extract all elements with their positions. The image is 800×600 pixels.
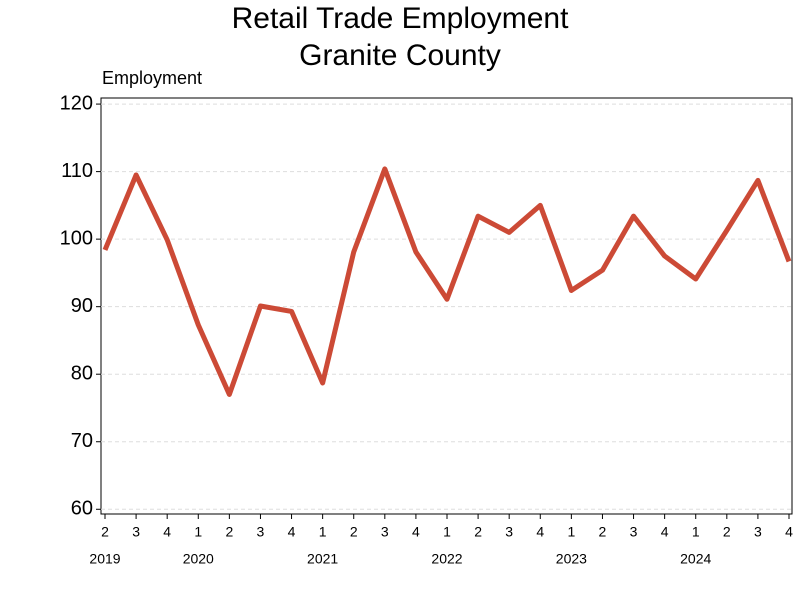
y-tick-label: 110: [61, 160, 93, 182]
x-tick-label: 4: [288, 524, 296, 540]
y-tick-label: 100: [60, 227, 93, 249]
x-tick-label: 4: [536, 524, 544, 540]
x-tick-label: 2: [599, 524, 607, 540]
x-tick-label: 4: [661, 524, 669, 540]
y-tick-label: 60: [71, 498, 93, 520]
x-tick-label: 1: [692, 524, 700, 540]
y-tick-label: 80: [71, 362, 93, 384]
x-tick-label: 2: [225, 524, 233, 540]
y-axis-label: Employment: [102, 68, 202, 88]
x-tick-label: 1: [567, 524, 575, 540]
x-tick-label: 1: [319, 524, 327, 540]
x-tick-label: 1: [194, 524, 202, 540]
y-tick-label: 120: [60, 92, 93, 114]
plot-frame: [100, 97, 793, 515]
x-tick-label: 1: [443, 524, 451, 540]
x-tick-label: 2: [474, 524, 482, 540]
x-tick-label: 3: [754, 524, 762, 540]
x-tick-label: 3: [132, 524, 140, 540]
x-tick-label: 3: [630, 524, 638, 540]
x-tick-label: 2: [101, 524, 109, 540]
x-tick-label: 3: [505, 524, 513, 540]
x-tick-label: 3: [381, 524, 389, 540]
x-tick-label: 3: [257, 524, 265, 540]
year-label: 2024: [680, 551, 711, 567]
year-label: 2021: [307, 551, 338, 567]
year-label: 2020: [183, 551, 214, 567]
data-line: [102, 166, 792, 397]
x-tick-label: 4: [785, 524, 793, 540]
year-label: 2022: [431, 551, 462, 567]
chart-subtitle: Granite County: [299, 39, 501, 72]
year-label: 2023: [556, 551, 587, 567]
x-tick-label: 2: [723, 524, 731, 540]
x-tick-label: 4: [163, 524, 171, 540]
year-label: 2019: [89, 551, 120, 567]
x-tick-label: 4: [412, 524, 420, 540]
x-tick-label: 2: [350, 524, 358, 540]
y-tick-label: 70: [71, 430, 93, 452]
chart-title: Retail Trade Employment: [232, 2, 569, 35]
y-tick-label: 90: [71, 295, 93, 317]
